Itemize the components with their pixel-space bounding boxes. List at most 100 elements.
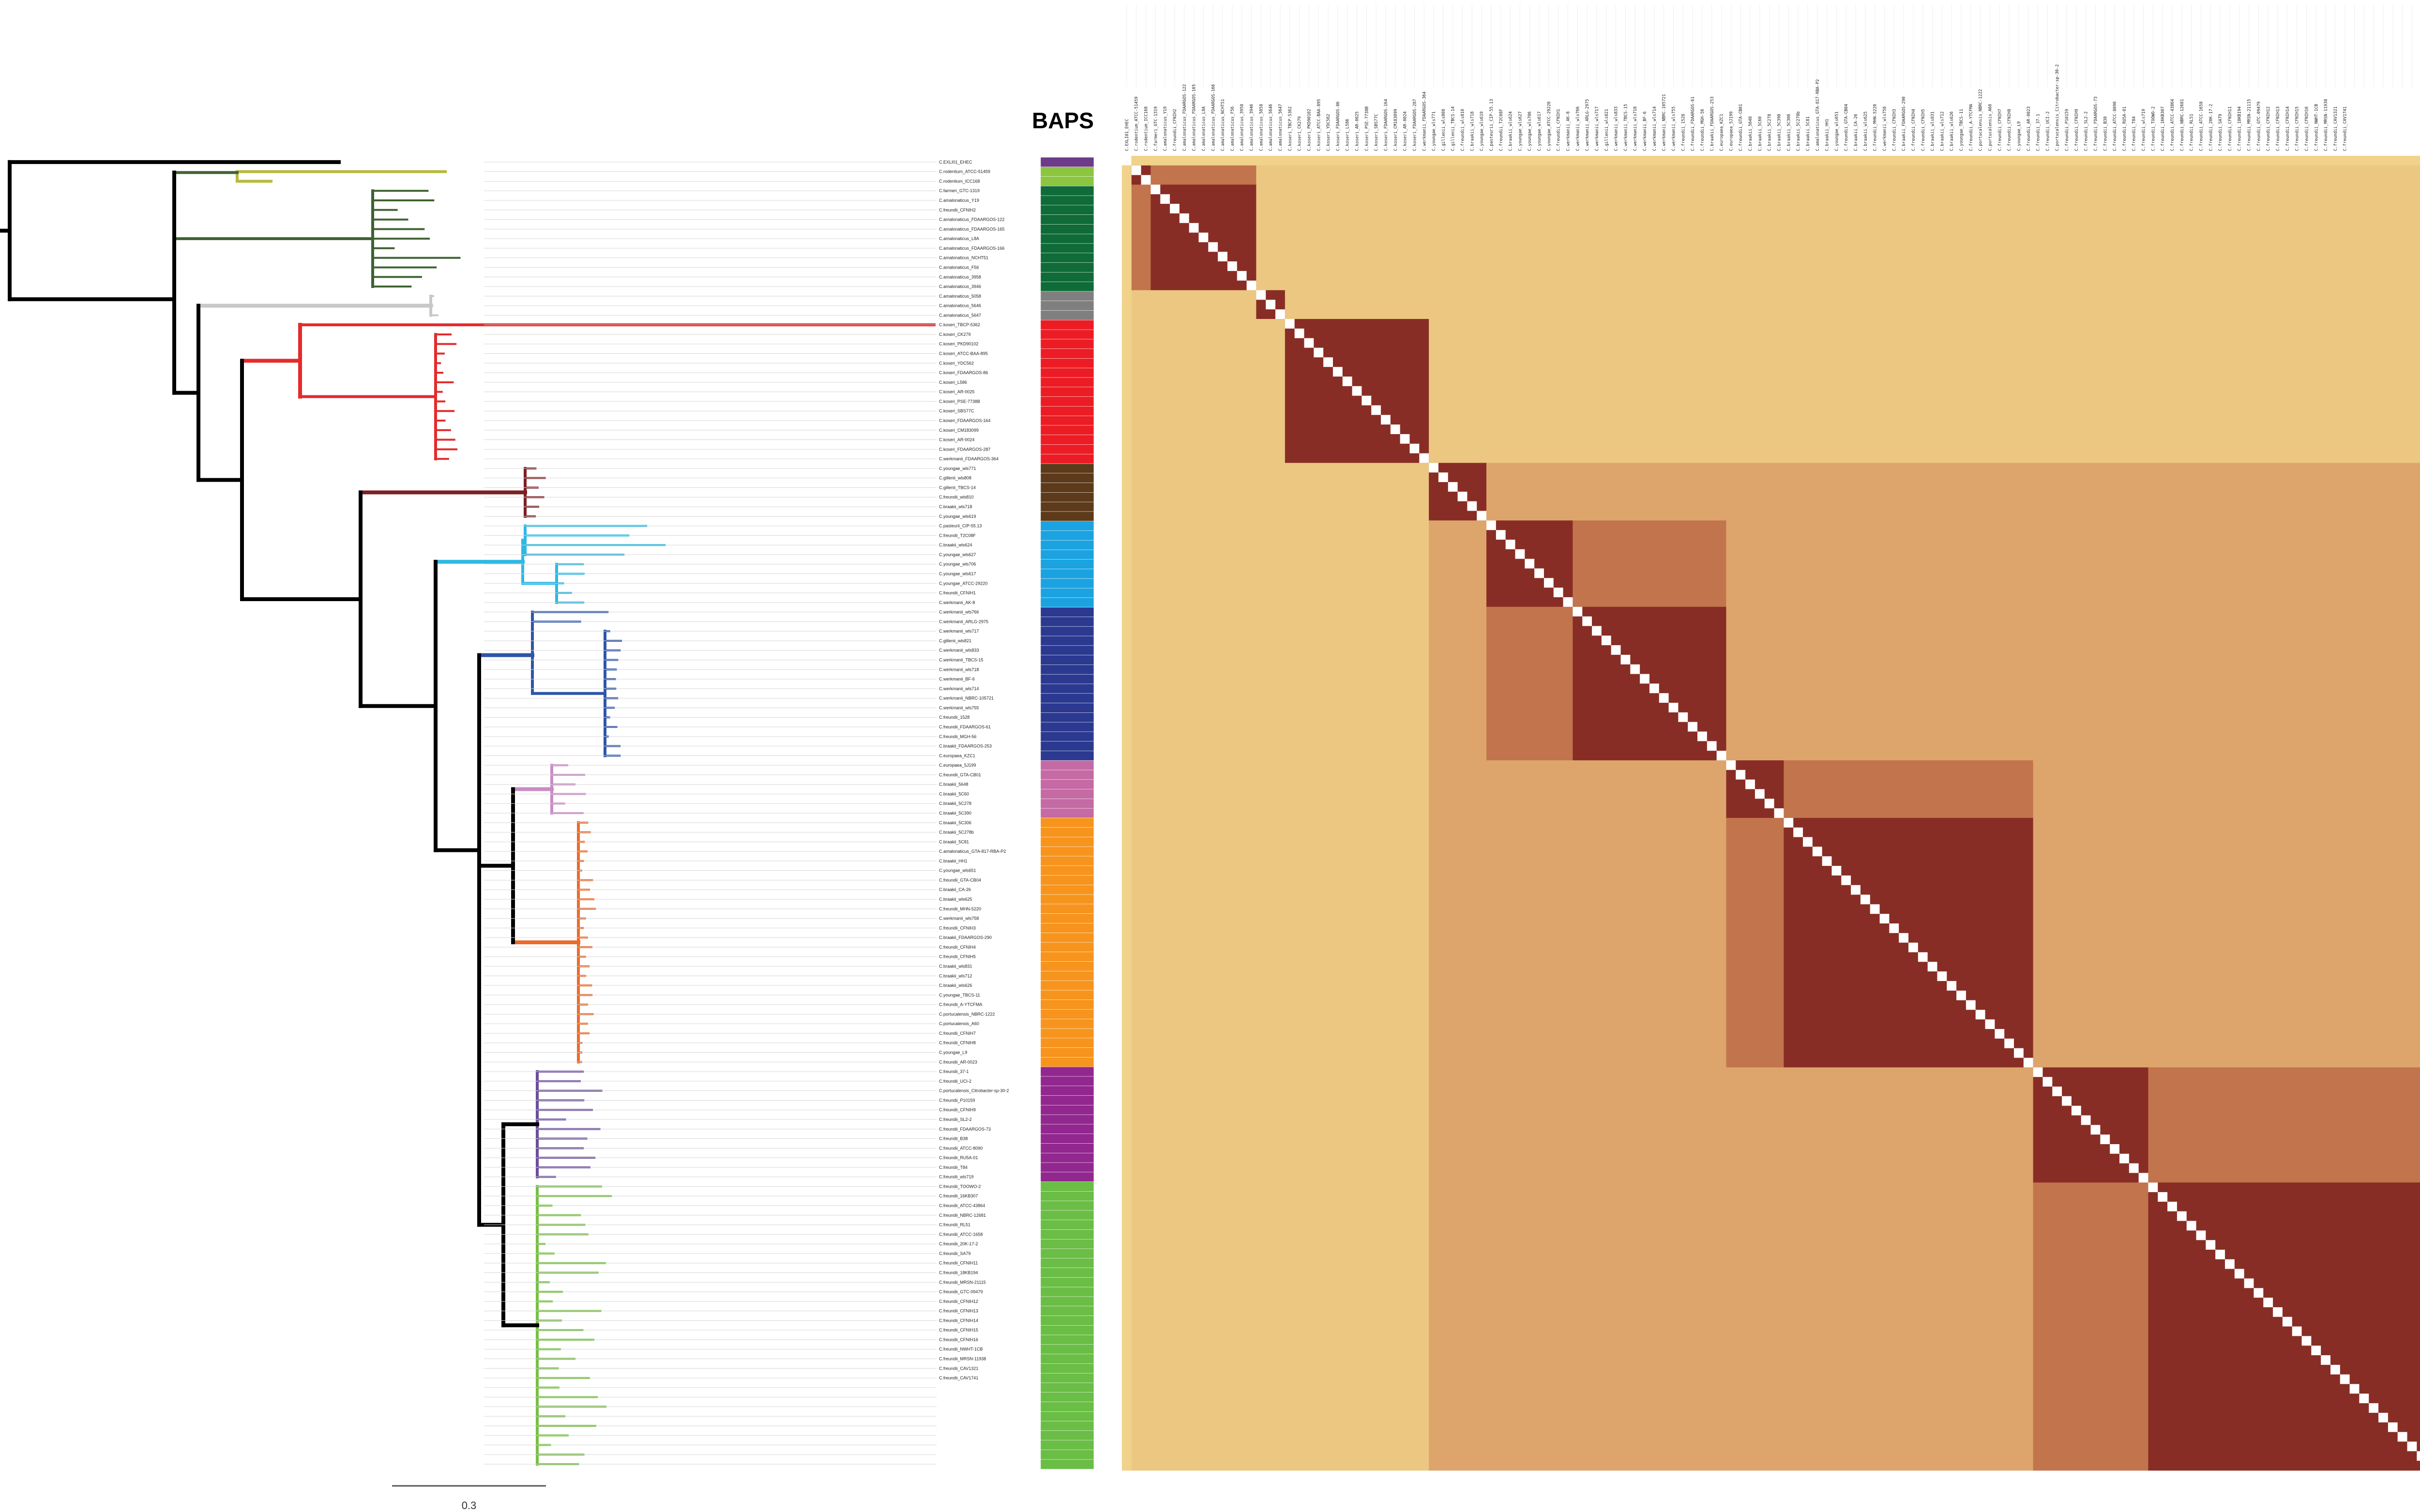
heatmap-diagonal-cell <box>1314 348 1324 358</box>
heatmap-diagonal-cell <box>1563 597 1573 607</box>
taxon-label: C.freundii_RL51 <box>939 1223 970 1227</box>
baps-cell <box>1040 635 1094 646</box>
heatmap-diagonal-cell <box>1505 539 1515 549</box>
heatmap-diagonal-cell <box>1697 731 1707 741</box>
heatmap-diagonal-cell <box>2158 1192 2168 1202</box>
heatmap-block <box>2148 1067 2420 1183</box>
column-label: C.amalonaticus_FDAARGOS-166 <box>1211 84 1216 151</box>
taxon-label: C.gillenii_wls808 <box>939 476 971 481</box>
taxon-label: C.freundii_CFNIH16 <box>939 1337 978 1342</box>
baps-cell <box>1040 999 1094 1010</box>
heatmap-block <box>2148 760 2420 818</box>
baps-cell <box>1040 540 1094 550</box>
baps-cell <box>1040 588 1094 598</box>
taxon-label: C.youngae_wls651 <box>939 868 976 873</box>
column-label: C.youngae_ATCC-29220 <box>1547 102 1552 151</box>
heatmap-diagonal-cell <box>2186 1221 2196 1231</box>
column-label: C.braakii_wls831 <box>1931 111 1936 151</box>
heatmap-block <box>1726 156 1784 166</box>
column-label: C.freundii_A-YTCFMA <box>1969 104 1974 151</box>
column-label: C.koseri_PKD90102 <box>1307 109 1312 151</box>
column-label: C.werkmanii_wls718 <box>1633 106 1638 151</box>
column-label: C.youngae_wls619 <box>1480 111 1484 151</box>
heatmap-block <box>1122 290 1132 319</box>
taxon-label: C.braakii_FDAARGOS-290 <box>939 935 992 940</box>
heatmap-diagonal-cell <box>1678 712 1688 722</box>
taxon-label: C.koseri_SBS77C <box>939 408 974 413</box>
taxon-label: C.koseri_AR-0025 <box>939 390 975 394</box>
heatmap-diagonal-cell <box>1879 914 1890 923</box>
heatmap-diagonal-cell <box>1515 549 1525 559</box>
baps-cell <box>1040 186 1094 196</box>
column-label: C.koseri_AR-0025 <box>1355 111 1360 151</box>
taxon-label: C.braakii_wls626 <box>939 983 972 988</box>
taxon-label: C.amalonaticus_F56 <box>939 265 979 270</box>
heatmap-block <box>1726 184 1784 291</box>
baps-cell <box>1040 1382 1094 1393</box>
baps-cell <box>1040 683 1094 694</box>
column-label: C.braakii_FDAARGOS-290 <box>1902 96 1906 151</box>
column-label: C.freundii_MRSN-11938 <box>2324 99 2329 151</box>
taxon-label: C.EXLI01_EHEC <box>939 160 972 165</box>
column-label: C.freundii_CFNIH9 <box>2074 109 2079 151</box>
heatmap-diagonal-cell <box>1227 261 1237 271</box>
column-label: C.freundii_20K-17-2 <box>2208 104 2213 151</box>
column-label: C.freundii_GTA-CB01 <box>1739 104 1743 151</box>
column-label: C.werkmanii_wls766 <box>1575 106 1580 151</box>
column-label: C.freundii_CFNIH5 <box>1921 109 1926 151</box>
heatmap-block <box>1256 319 1286 463</box>
heatmap-diagonal-cell <box>1429 463 1438 473</box>
heatmap-diagonal-cell <box>2397 1432 2407 1442</box>
baps-cell <box>1040 224 1094 235</box>
column-label: C.werkmanii_TBCS-15 <box>1623 104 1628 151</box>
heatmap-diagonal-cell <box>1889 923 1899 933</box>
baps-cell <box>1040 281 1094 292</box>
heatmap-diagonal-cell <box>1275 309 1285 319</box>
taxon-label: C.koseri_CM183099 <box>939 428 979 433</box>
baps-cell <box>1040 549 1094 560</box>
heatmap-diagonal-cell <box>1659 693 1669 703</box>
heatmap-diagonal-cell <box>2148 1182 2158 1193</box>
baps-cell <box>1040 195 1094 206</box>
heatmap-block <box>2033 760 2148 818</box>
heatmap-diagonal-cell <box>2206 1240 2216 1250</box>
heatmap-block <box>1784 463 2034 521</box>
column-label: C.werkmanii_wls755 <box>1672 106 1677 151</box>
column-label: C.freundii_GTC-09479 <box>2256 102 2261 151</box>
taxon-label: C.freundii_UCI-2 <box>939 1079 971 1084</box>
column-label: C.freundii_GTA-CB04 <box>1844 104 1849 151</box>
heatmap-block <box>1285 520 1429 607</box>
heatmap-block <box>1486 463 1573 521</box>
baps-cell <box>1040 1277 1094 1287</box>
heatmap-diagonal-cell <box>1611 645 1621 655</box>
heatmap-diagonal-cell <box>1266 300 1276 310</box>
baps-cell <box>1040 329 1094 340</box>
heatmap-diagonal-cell <box>1716 751 1726 760</box>
heatmap-diagonal-cell <box>1150 184 1161 195</box>
column-label: C.freundii_16KB307 <box>2161 106 2165 151</box>
baps-cell <box>1040 942 1094 953</box>
taxon-label: C.werkmanii_wls755 <box>939 705 979 710</box>
heatmap-block <box>1486 1067 1573 1183</box>
heatmap-diagonal-cell <box>2081 1115 2091 1125</box>
heatmap-block <box>1285 156 1429 166</box>
heatmap-diagonal-cell <box>1841 875 1851 885</box>
baps-cell <box>1040 770 1094 780</box>
taxon-label: C.freundii_16KB307 <box>939 1194 978 1198</box>
heatmap-diagonal-cell <box>1390 424 1400 434</box>
column-label: C.amalonaticus_5058 <box>1259 104 1264 151</box>
taxon-label: C.braakii_wls712 <box>939 973 972 978</box>
taxon-label: C.portucalensis_A60 <box>939 1021 979 1026</box>
baps-cell <box>1040 760 1094 771</box>
heatmap-diagonal-cell <box>1534 568 1544 578</box>
heatmap-block <box>2033 817 2148 1068</box>
baps-cell <box>1040 1450 1094 1460</box>
heatmap-diagonal-cell <box>2273 1307 2283 1317</box>
heatmap-diagonal-cell <box>2292 1326 2302 1336</box>
baps-cell <box>1040 952 1094 962</box>
heatmap-diagonal-cell <box>1927 962 1937 972</box>
baps-cell <box>1040 961 1094 972</box>
heatmap-diagonal-cell <box>1822 856 1832 866</box>
heatmap-diagonal-cell <box>1851 885 1860 895</box>
taxon-label: C.portucalensis_NBRC-1222 <box>939 1012 995 1016</box>
